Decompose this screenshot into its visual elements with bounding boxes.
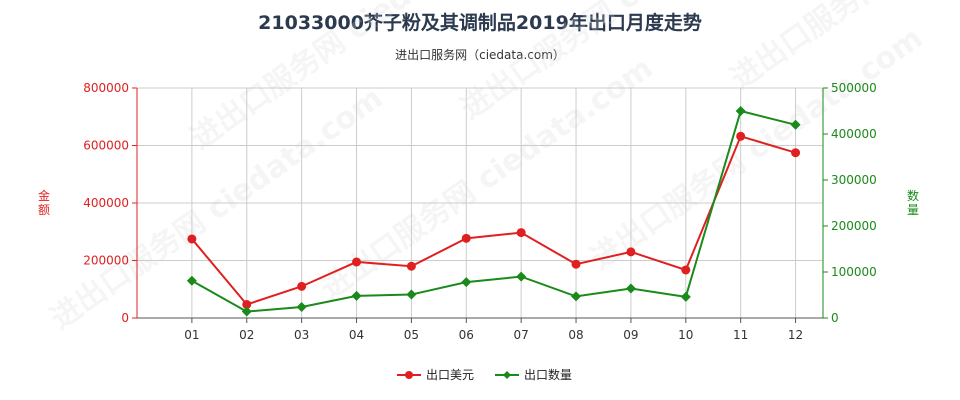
data-point (351, 290, 362, 301)
legend-swatch-marker (503, 371, 511, 379)
x-tick-label: 01 (184, 328, 199, 342)
data-point (461, 277, 472, 288)
data-point (461, 233, 471, 243)
x-tick-label: 12 (788, 328, 803, 342)
legend: 出口美元 出口数量 (397, 367, 572, 382)
data-point (791, 148, 801, 158)
left-tick-label: 400000 (83, 196, 129, 210)
axes-layer: 0 200000 400000 600000 800000 0 100000 200000 30… (38, 81, 919, 342)
legend-label: 出口数量 (524, 367, 572, 382)
data-point (735, 106, 746, 116)
data-point (186, 275, 197, 286)
x-tick-label: 02 (239, 328, 254, 342)
x-tick-label: 10 (678, 328, 693, 342)
right-axis-title: 数 (907, 188, 919, 203)
x-tick-label: 03 (294, 328, 309, 342)
data-point (242, 299, 252, 309)
data-point (516, 228, 526, 238)
left-axis-title: 额 (38, 203, 50, 217)
legend-swatch-marker (405, 371, 413, 379)
data-point (406, 261, 416, 271)
series-line (191, 135, 796, 306)
right-tick-label: 300000 (831, 173, 877, 187)
x-tick-label: 07 (514, 328, 529, 342)
chart-subtitle: 进出口服务网（ciedata.com） (395, 48, 565, 62)
data-point (297, 281, 307, 291)
data-point (571, 291, 582, 302)
left-tick-label: 800000 (83, 81, 129, 95)
data-point (681, 265, 691, 275)
right-tick-label: 500000 (831, 81, 877, 95)
data-point (406, 289, 417, 300)
data-point (241, 306, 252, 317)
data-point (790, 119, 801, 130)
x-tick-label: 06 (459, 328, 474, 342)
data-point (571, 259, 581, 269)
data-point (736, 131, 746, 141)
x-tick-label: 05 (404, 328, 419, 342)
x-tick-label: 04 (349, 328, 364, 342)
data-point (625, 283, 636, 294)
right-tick-label: 0 (831, 311, 839, 325)
left-tick-label: 0 (121, 311, 129, 325)
series-layer (186, 106, 801, 317)
data-point (626, 247, 636, 257)
right-axis-title: 量 (907, 203, 919, 217)
right-tick-label: 400000 (831, 127, 877, 141)
left-axis-title: 金 (38, 188, 50, 203)
series-line (191, 109, 796, 313)
left-tick-label: 200000 (83, 254, 129, 268)
data-point (296, 301, 307, 312)
data-point (516, 271, 527, 282)
right-tick-label: 100000 (831, 265, 877, 279)
x-tick-label: 08 (568, 328, 583, 342)
chart-title: 21033000芥子粉及其调制品2019年出口月度走势 (258, 12, 702, 34)
data-point (680, 291, 691, 302)
x-tick-label: 09 (623, 328, 638, 342)
data-point (187, 234, 197, 244)
x-tick-label: 11 (733, 328, 748, 342)
legend-label: 出口美元 (426, 368, 474, 382)
right-tick-label: 200000 (831, 219, 877, 233)
data-point (352, 257, 362, 267)
left-tick-label: 600000 (83, 139, 129, 153)
